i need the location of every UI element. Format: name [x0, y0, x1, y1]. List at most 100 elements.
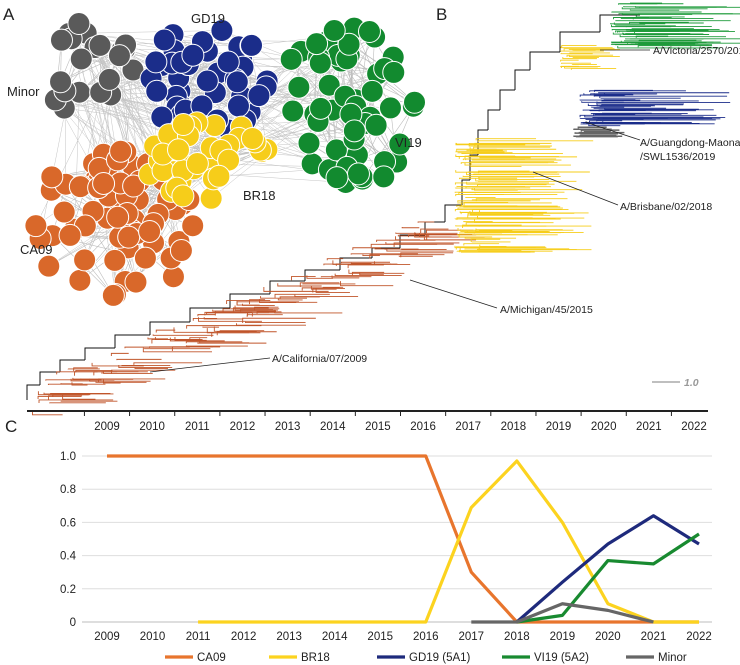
chart-x-tick-label: 2011	[186, 631, 211, 643]
tree-branch	[420, 228, 449, 234]
tree-branch	[59, 359, 85, 372]
network-node	[152, 28, 176, 52]
tree-branch	[52, 394, 91, 397]
tree-branch	[234, 305, 278, 311]
tree-branch	[466, 181, 555, 185]
tree-branch	[197, 342, 267, 344]
tree-branch	[598, 92, 730, 94]
tree-branch	[376, 239, 436, 242]
tree-year-label: 2016	[410, 421, 436, 433]
tree-branch	[134, 367, 169, 369]
tree-branch	[561, 62, 591, 64]
tree-branch	[339, 257, 372, 270]
tree-branch	[274, 309, 343, 314]
network-node	[67, 12, 91, 36]
strain-label-victoria: A/Victoria/2570/2019	[653, 45, 740, 57]
tree-branch	[350, 253, 418, 255]
tree-branch	[581, 101, 624, 103]
network-node	[106, 205, 130, 229]
tree-branch	[456, 186, 526, 188]
tree-branch	[395, 236, 421, 241]
tree-branch	[335, 263, 392, 266]
tree-year-label: 2015	[365, 421, 391, 433]
chart-x-tick-label: 2009	[94, 631, 120, 643]
tree-branch	[462, 225, 547, 228]
tree-branch	[618, 3, 684, 5]
tree-branch	[560, 59, 579, 62]
chart-x-tick-label: 2022	[686, 631, 712, 643]
network-node	[73, 248, 97, 272]
tree-branch	[455, 246, 546, 250]
tree-branch	[37, 395, 82, 399]
tree-branch	[590, 113, 688, 115]
panel-label-c: C	[5, 417, 17, 436]
tree-branch	[256, 311, 282, 314]
network-edge	[213, 56, 394, 180]
tree-branch	[471, 188, 583, 191]
tree-branch	[564, 66, 598, 69]
tree-branch	[62, 394, 96, 400]
tree-branch	[369, 254, 445, 259]
tree-branch	[635, 15, 685, 18]
network-node	[68, 268, 92, 292]
tree-branch	[417, 221, 435, 223]
tree-branch	[465, 158, 557, 161]
network-node	[225, 70, 249, 94]
tree-branch	[71, 382, 88, 386]
tree-branch	[599, 95, 728, 99]
tree-branch	[466, 149, 503, 151]
tree-branch	[476, 184, 547, 187]
tree-branch	[347, 264, 384, 269]
tree-branch	[458, 234, 493, 238]
tree-branch	[197, 314, 216, 317]
tree-branch	[151, 339, 203, 344]
network-node	[279, 47, 303, 71]
tree-branch	[26, 384, 40, 400]
tree-branch	[235, 323, 306, 326]
tree-branch	[599, 14, 640, 32]
tree-branch	[219, 330, 265, 332]
network-node	[169, 239, 193, 263]
tree-branch	[613, 22, 646, 25]
chart-x-tick-label: 2021	[641, 631, 667, 643]
tree-branch	[615, 20, 731, 22]
chart-x-tick-label: 2020	[595, 631, 621, 643]
tree-branch	[582, 109, 646, 111]
network-node	[117, 225, 141, 249]
chart-x-tick-label: 2015	[367, 631, 393, 643]
tree-branch	[393, 242, 460, 247]
tree-branch	[602, 117, 650, 120]
series-line-ca09	[107, 454, 699, 624]
network-node	[364, 113, 388, 137]
tree-branch	[637, 45, 713, 48]
tree-branch	[80, 378, 134, 380]
tree-branch	[472, 187, 531, 189]
network-edge	[74, 92, 80, 230]
tree-branch	[304, 269, 340, 281]
network-node	[107, 44, 131, 68]
tree-branch	[216, 331, 277, 336]
tree-branch	[469, 210, 511, 214]
tree-branch	[470, 238, 501, 242]
tree-branch	[464, 248, 530, 250]
tree-branch	[277, 283, 322, 287]
tree-branch	[596, 103, 684, 105]
network-node	[138, 219, 162, 243]
tree-branch	[559, 31, 600, 52]
tree-branch	[245, 321, 306, 324]
tree-branch	[562, 57, 597, 60]
tree-branch	[514, 69, 530, 90]
tree-branch	[604, 108, 699, 110]
tree-branch	[274, 293, 330, 298]
network-edge	[94, 47, 163, 151]
tree-branch	[529, 51, 560, 70]
tree-branch	[226, 300, 271, 305]
tree-branch	[478, 250, 535, 253]
strain-label-brisbane: A/Brisbane/02/2018	[620, 201, 712, 213]
tree-branch	[563, 48, 615, 51]
tree-branch	[469, 147, 497, 150]
tree-branch	[464, 155, 516, 159]
tree-branch	[370, 243, 438, 248]
tree-branch	[454, 209, 569, 212]
chart-y-tick-label: 0.8	[60, 484, 76, 496]
